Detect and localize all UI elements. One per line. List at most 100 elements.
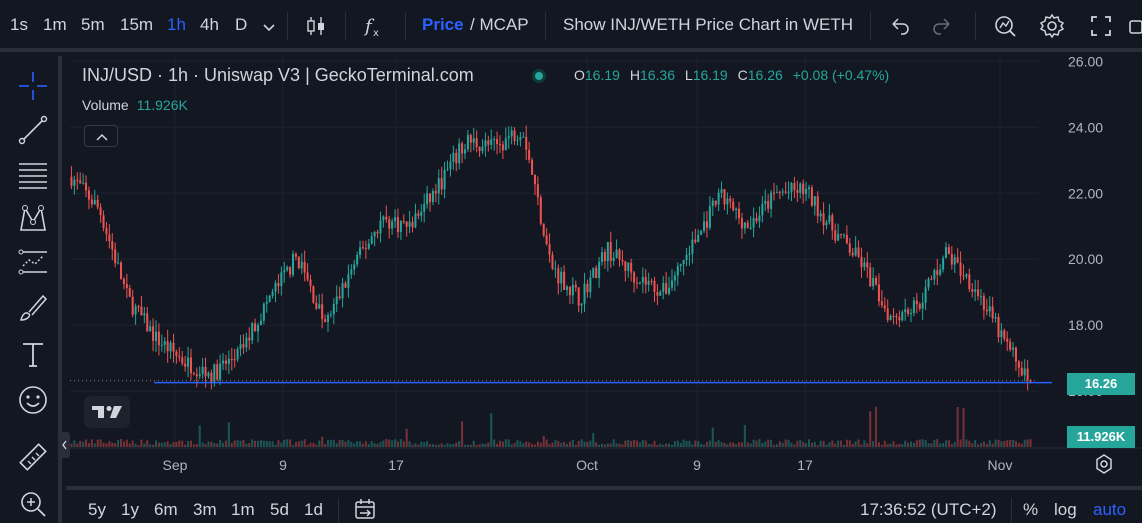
snapshot-icon[interactable] [991,12,1019,40]
price-toggle[interactable]: Price [422,15,464,34]
crosshair-icon[interactable] [15,68,51,104]
range-3m[interactable]: 3m [193,500,217,519]
zoom-icon[interactable] [15,486,51,522]
range-1y[interactable]: 1y [121,500,139,519]
candle-body [131,296,134,315]
chevron-down-icon[interactable] [255,13,283,41]
candle-body [163,341,166,345]
price-tick-label: 20.00 [1068,251,1103,267]
fullscreen-icon[interactable] [1087,12,1115,40]
volume-bar [606,443,609,447]
volume-bar [280,442,283,447]
volume-bar [484,443,487,447]
time-tick-label: 17 [797,457,813,473]
volume-bar [673,441,676,447]
candle-body [443,170,446,190]
volume-bar [376,443,379,447]
clock-display[interactable]: 17:36:52 (UTC+2) [860,500,997,519]
toolbar-collapse-handle[interactable] [60,432,70,458]
brush-icon[interactable] [15,290,51,326]
candle-body [198,374,201,377]
candle-body [630,262,633,273]
volume-bar [834,443,837,447]
volume-bar [866,443,869,447]
interval-15m[interactable]: 15m [120,15,154,34]
candle-body [195,374,198,377]
emoji-icon[interactable] [15,382,51,418]
candle-body [166,341,169,352]
candle-body [600,252,604,262]
range-5y[interactable]: 5y [88,500,106,519]
log-toggle[interactable]: log [1054,500,1077,519]
trendline-icon[interactable] [15,112,51,148]
price-tick-label: 24.00 [1068,119,1103,135]
candle-body [93,199,96,205]
mcap-toggle[interactable]: / MCAP [470,15,529,34]
candle-body [370,236,373,244]
volume-bar [840,440,843,447]
calendar-icon[interactable] [351,495,379,523]
candles-icon[interactable] [302,12,330,40]
candle-body [930,278,933,280]
undo-icon[interactable] [886,12,914,40]
collapse-legend-button[interactable] [84,125,118,147]
camera-icon[interactable] [1126,12,1142,40]
interval-4h[interactable]: 4h [200,15,219,34]
candle-body [291,253,295,275]
volume-bar [644,440,647,447]
ruler-icon[interactable] [15,440,51,476]
range-1m[interactable]: 1m [231,500,255,519]
pattern-icon[interactable] [15,200,51,236]
auto-toggle[interactable]: auto [1093,500,1127,519]
fib-icon[interactable] [15,156,51,192]
candle-body [694,239,697,242]
volume-bar [399,439,402,447]
gear-icon[interactable] [1038,12,1066,40]
range-6m[interactable]: 6m [154,500,178,519]
forecast-icon[interactable] [15,244,51,280]
candle-body [723,189,726,205]
volume-bar [566,443,569,447]
volume-bar [189,440,192,447]
volume-bar [714,441,717,447]
candle-body [1026,368,1029,381]
percent-toggle[interactable]: % [1023,500,1039,519]
volume-bar [982,441,985,447]
axis-settings-icon[interactable] [1092,452,1116,476]
candle-body [557,268,560,284]
interval-1h[interactable]: 1h [167,15,186,34]
candle-body [761,203,764,216]
text-icon[interactable] [15,336,51,372]
candle-body [277,283,280,287]
candle-body [329,314,332,316]
interval-1m[interactable]: 1m [43,15,67,34]
volume-bar [501,441,504,447]
redo-icon[interactable] [928,12,956,40]
tradingview-logo-icon[interactable] [84,396,130,428]
volume-bar [898,443,901,447]
volume-bar [394,439,397,447]
chart-canvas[interactable]: 26.0024.0022.0020.0018.0016.00Sep917Oct9… [66,56,1142,486]
volume-bar [522,443,525,447]
volume-bar [758,439,761,447]
chevron-up-icon [96,133,108,141]
range-1d[interactable]: 1d [304,500,323,519]
show-weth-chart-button[interactable]: Show INJ/WETH Price Chart in WETH [563,15,853,34]
interval-d[interactable]: D [235,15,248,34]
candle-body [670,280,673,288]
interval-5m[interactable]: 5m [81,15,105,34]
volume-bar [956,407,959,447]
volume-bar [236,440,239,447]
candle-body [105,228,108,235]
range-5d[interactable]: 5d [270,500,289,519]
candle-body [525,136,528,150]
candle-body [542,223,545,236]
candle-body [297,256,300,269]
candle-body [851,252,854,256]
candle-body [178,356,181,358]
price-chart[interactable]: 26.0024.0022.0020.0018.0016.00Sep917Oct9… [66,56,1142,486]
candle-body [361,247,364,249]
candle-body [85,182,88,191]
interval-1s[interactable]: 1s [10,15,28,34]
